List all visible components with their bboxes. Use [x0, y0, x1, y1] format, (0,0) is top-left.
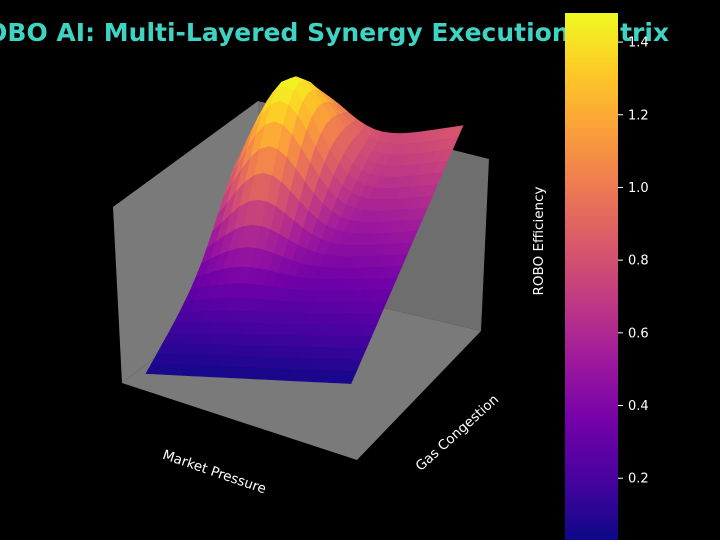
left-pane — [113, 101, 258, 383]
colorbar — [565, 13, 618, 540]
colorbar-tick-label: 0.4 — [628, 399, 649, 414]
colorbar-label: ROBO Efficiency — [531, 187, 547, 296]
colorbar-tick-label: 1.4 — [628, 36, 649, 51]
colorbar-tick-label: 1.2 — [628, 108, 649, 123]
surface-facet — [341, 371, 357, 384]
colorbar-tick-label: 0.2 — [628, 472, 649, 487]
colorbar-tick-label: 0.8 — [628, 254, 649, 269]
surface-mesh — [145, 76, 464, 384]
colorbar-ticks: 0.2 0.4 0.6 0.8 1.0 1.2 1.4 — [618, 36, 649, 487]
colorbar-tick-label: 1.0 — [628, 181, 649, 196]
x-axis-label: Market Pressure — [160, 447, 268, 497]
colorbar-tick-label: 0.6 — [628, 326, 649, 341]
chart-title: ROBO AI: Multi-Layered Synergy Execution… — [0, 18, 669, 47]
y-axis-label: Gas Congestion — [413, 392, 503, 475]
